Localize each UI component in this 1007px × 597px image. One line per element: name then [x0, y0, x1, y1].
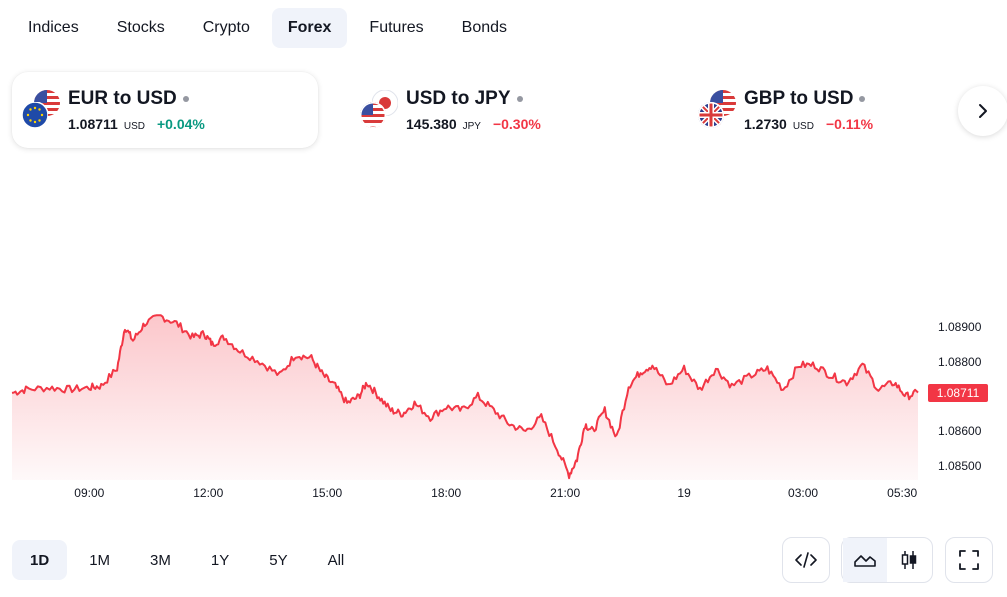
usd-jpy-flags [360, 90, 398, 130]
range-3m[interactable]: 3M [150, 551, 171, 569]
tab-crypto[interactable]: Crypto [202, 19, 250, 36]
status-dot [859, 96, 866, 102]
card-title: GBP to USD [744, 88, 854, 109]
pair-cards: EUR to USD 1.08711 USD +0.04% USD to JPY 1… [12, 72, 1007, 148]
card-usd-jpy[interactable]: USD to JPY 145.380 JPY −0.30% [350, 72, 650, 148]
tab-futures[interactable]: Futures [369, 19, 424, 36]
card-change: −0.11% [825, 116, 874, 132]
tab-stocks[interactable]: Stocks [116, 19, 165, 36]
tab-bonds[interactable]: Bonds [461, 19, 508, 36]
card-title: USD to JPY [406, 88, 511, 109]
card-gbp-usd[interactable]: GBP to USD 1.2730 USD −0.11% [688, 72, 958, 148]
card-eur-usd[interactable]: EUR to USD 1.08711 USD +0.04% [12, 72, 318, 148]
eu-flag-icon [22, 102, 48, 128]
next-cards-button[interactable] [958, 86, 1007, 136]
range-1y[interactable]: 1Y [210, 551, 230, 569]
chevron-right-icon [979, 104, 987, 118]
embed-seg[interactable] [784, 538, 828, 582]
fullscreen-icon [959, 550, 979, 570]
fullscreen-seg[interactable] [947, 538, 991, 582]
tab-indices[interactable]: Indices [28, 19, 79, 36]
gbp-usd-flags [698, 90, 736, 130]
area-chart-icon [854, 555, 876, 567]
x-tick-label: 18:00 [431, 486, 462, 500]
y-tick-label: 1.08900 [938, 319, 982, 334]
range-all[interactable]: All [327, 551, 345, 569]
range-selector: 1D 1M 3M 1Y 5Y All [12, 540, 362, 580]
candlestick-icon [901, 551, 917, 569]
price-line [11, 314, 919, 480]
card-unit: JPY [462, 121, 481, 132]
x-tick-label: 05:30 [887, 486, 918, 500]
range-1d[interactable]: 1D [12, 540, 68, 580]
market-tabs: Indices Stocks Crypto Forex Futures Bonds [12, 8, 523, 48]
price-chart[interactable]: 1.08711 1.08900 1.08800 1.08600 1.08500 09:0… [0, 170, 1007, 510]
tab-forex[interactable]: Forex [271, 8, 348, 48]
chart-type-toggle [841, 537, 933, 583]
card-price: 145.380 [406, 116, 457, 132]
y-tick-label: 1.08500 [938, 459, 982, 474]
x-tick-label: 09:00 [74, 486, 105, 500]
area-chart-button[interactable] [843, 538, 887, 582]
y-tick-label: 1.08600 [938, 424, 982, 439]
x-tick-label: 03:00 [788, 486, 819, 500]
card-price: 1.08711 [68, 116, 118, 132]
x-tick-label: 19 [677, 486, 691, 500]
code-icon [795, 552, 817, 568]
us-flag-icon [360, 102, 386, 128]
eur-usd-flags [22, 90, 60, 130]
card-unit: USD [123, 121, 145, 132]
card-title: EUR to USD [68, 88, 177, 109]
fullscreen-button[interactable] [945, 537, 993, 583]
embed-button[interactable] [782, 537, 830, 583]
card-change: +0.04% [156, 116, 205, 132]
current-price-label: 1.08711 [928, 383, 988, 402]
candle-chart-button[interactable] [887, 538, 931, 582]
status-dot [516, 96, 523, 102]
x-tick-label: 21:00 [550, 486, 581, 500]
price-area [12, 315, 918, 480]
y-tick-label: 1.08800 [938, 354, 982, 369]
card-unit: USD [792, 121, 814, 132]
range-5y[interactable]: 5Y [269, 551, 288, 569]
x-tick-label: 15:00 [312, 486, 343, 500]
chart-canvas [11, 314, 919, 480]
card-change: −0.30% [492, 116, 541, 132]
x-tick-label: 12:00 [193, 486, 224, 500]
status-dot [182, 96, 189, 102]
card-price: 1.2730 [744, 116, 787, 132]
range-1m[interactable]: 1M [89, 551, 111, 569]
gb-flag-icon [698, 102, 724, 128]
